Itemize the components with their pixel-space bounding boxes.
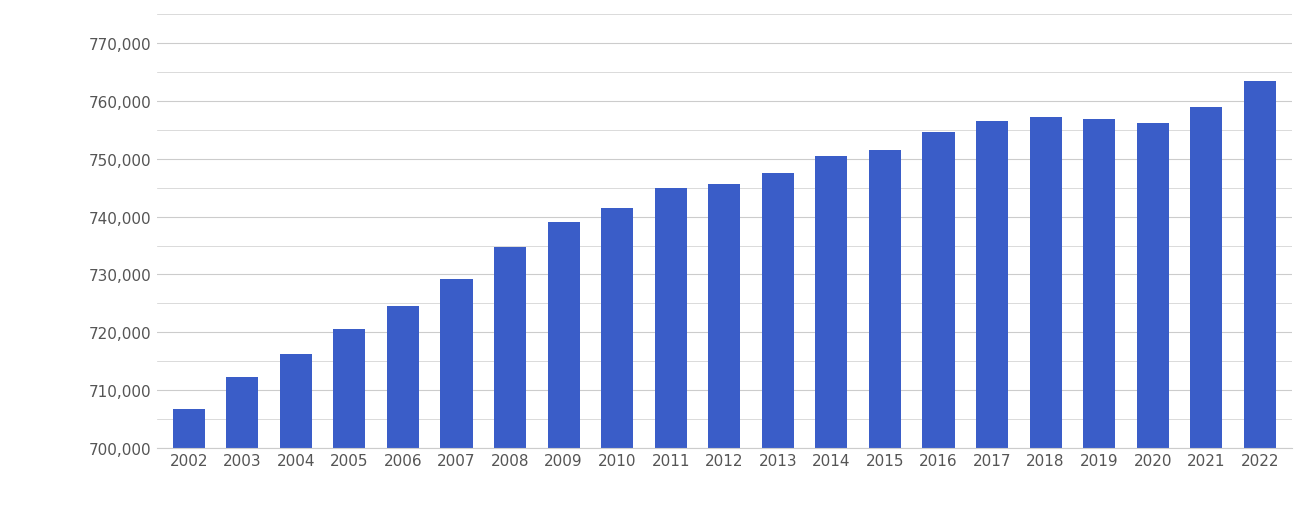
Bar [923,132,954,509]
Bar [333,330,365,509]
Bar [1244,81,1276,509]
Bar [869,151,900,509]
Bar [548,223,579,509]
Bar [1083,120,1116,509]
Bar [709,184,740,509]
Bar [1190,107,1223,509]
Bar [816,157,847,509]
Bar [226,377,258,509]
Bar [279,354,312,509]
Bar [172,409,205,509]
Bar [976,122,1009,509]
Bar [1030,118,1062,509]
Bar [602,209,633,509]
Bar [495,248,526,509]
Bar [762,174,793,509]
Bar [1137,124,1169,509]
Bar [386,306,419,509]
Bar [655,188,686,509]
Bar [441,279,472,509]
